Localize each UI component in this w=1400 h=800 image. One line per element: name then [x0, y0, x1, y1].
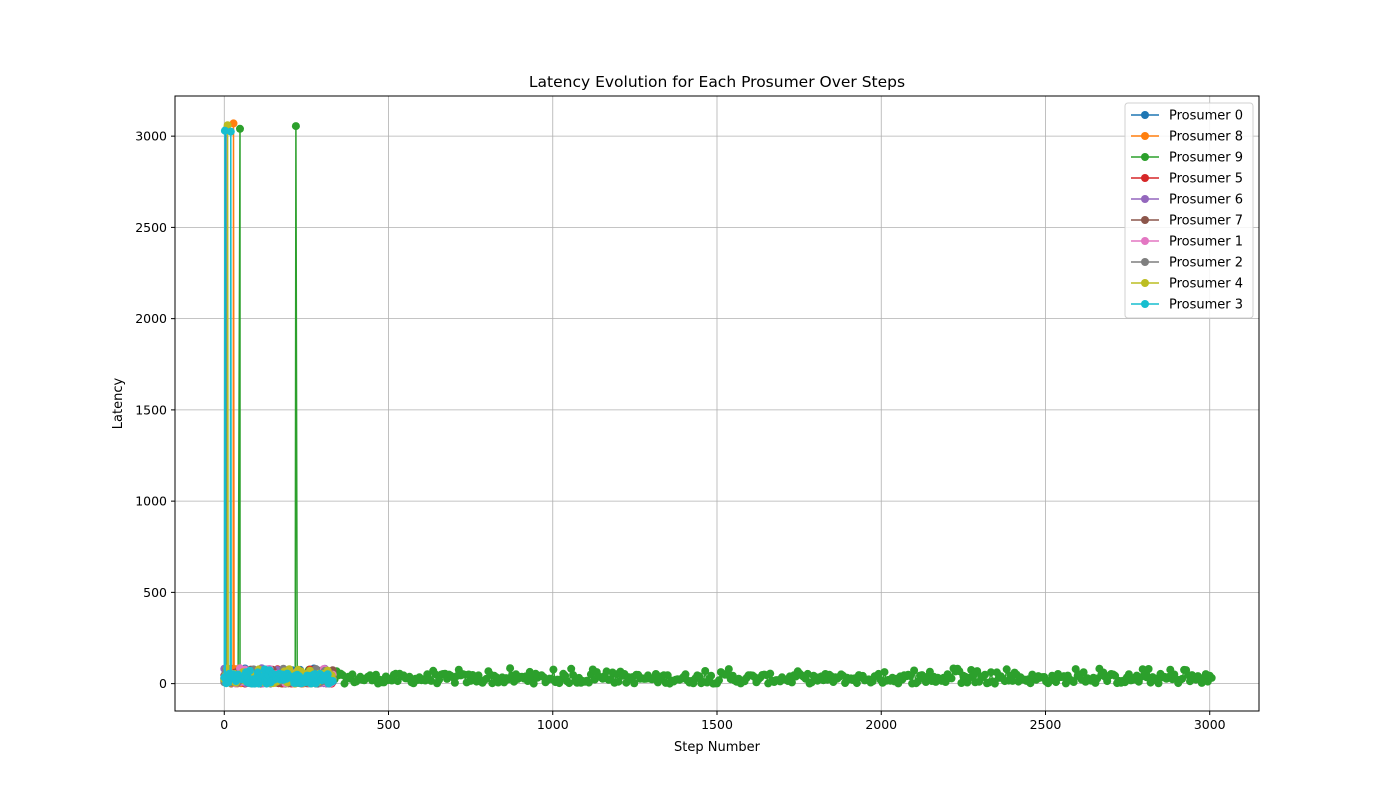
data-point [488, 679, 497, 688]
legend-marker [1141, 300, 1149, 308]
data-point [1178, 674, 1187, 683]
x-tick-label: 2500 [1030, 717, 1062, 732]
legend-item: Prosumer 0 [1131, 109, 1243, 124]
y-tick-label: 1500 [135, 402, 167, 417]
x-axis-label: Step Number [674, 740, 761, 755]
y-tick-label: 2500 [135, 220, 167, 235]
legend-label: Prosumer 2 [1169, 256, 1243, 271]
y-axis: 0 500 1000 1500 2000 2500 3000 [135, 129, 175, 691]
data-point [787, 678, 796, 687]
y-tick-label: 500 [143, 585, 167, 600]
legend-item: Prosumer 4 [1131, 277, 1243, 292]
data-point [529, 679, 538, 688]
data-point [506, 664, 515, 673]
x-axis: 0 500 1000 1500 2000 2500 3000 [220, 711, 1226, 732]
data-point [220, 126, 229, 135]
y-axis-label: Latency [111, 378, 126, 430]
legend-marker [1141, 237, 1149, 245]
legend-label: Prosumer 8 [1169, 130, 1243, 145]
data-point [431, 670, 440, 679]
legend-item: Prosumer 1 [1131, 235, 1243, 250]
data-point [701, 667, 710, 675]
x-tick-label: 2000 [865, 717, 897, 732]
data-point [1207, 673, 1216, 682]
legend-marker [1141, 258, 1149, 266]
y-tick-label: 2000 [135, 311, 167, 326]
legend-label: Prosumer 3 [1169, 298, 1243, 313]
data-point [715, 676, 723, 685]
legend-marker [1141, 279, 1149, 287]
x-tick-label: 0 [220, 717, 228, 732]
data-point [348, 670, 357, 679]
legend-marker [1141, 153, 1149, 161]
legend-label: Prosumer 1 [1169, 235, 1243, 250]
data-point [1079, 668, 1088, 677]
legend-label: Prosumer 5 [1169, 172, 1243, 187]
data-point [567, 664, 576, 673]
legend-marker [1141, 174, 1149, 182]
y-tick-label: 1000 [135, 494, 167, 509]
legend-label: Prosumer 6 [1169, 193, 1243, 208]
y-tick-label: 3000 [135, 129, 167, 144]
data-point [291, 122, 300, 131]
data-point [226, 127, 235, 136]
data-point [630, 679, 639, 688]
data-point [707, 671, 716, 680]
data-point [681, 670, 690, 679]
legend-item: Prosumer 3 [1131, 298, 1243, 313]
data-point [236, 124, 244, 133]
x-tick-label: 3000 [1194, 717, 1226, 732]
legend-label: Prosumer 7 [1169, 214, 1243, 229]
data-point [957, 679, 966, 687]
legend-marker [1141, 111, 1149, 119]
data-point [1144, 665, 1153, 673]
data-point [695, 672, 704, 681]
x-tick-label: 1500 [701, 717, 733, 732]
data-point [910, 666, 919, 675]
legend-item: Prosumer 7 [1131, 214, 1243, 229]
data-point [1124, 670, 1133, 679]
data-point [245, 666, 254, 675]
data-point [852, 679, 861, 688]
legend-marker [1141, 216, 1149, 224]
data-point [1002, 665, 1011, 674]
legend-label: Prosumer 0 [1169, 109, 1243, 124]
data-point [987, 668, 995, 677]
legend: Prosumer 0 Prosumer 8 Prosumer 9 Prosumer 5… [1124, 102, 1254, 319]
data-point [1069, 678, 1078, 686]
legend-item: Prosumer 2 [1131, 256, 1243, 271]
data-point [947, 674, 956, 683]
data-point [584, 678, 593, 687]
data-point [450, 678, 459, 687]
legend-item: Prosumer 5 [1131, 172, 1243, 187]
x-tick-label: 1000 [537, 717, 569, 732]
y-tick-label: 0 [159, 676, 167, 691]
data-point [328, 677, 337, 685]
data-point [724, 665, 733, 674]
legend-label: Prosumer 4 [1169, 277, 1243, 292]
legend-marker [1141, 195, 1149, 203]
legend-item: Prosumer 9 [1131, 151, 1243, 166]
data-point [880, 668, 889, 677]
data-point [549, 665, 558, 674]
data-point [1008, 676, 1017, 685]
legend-item: Prosumer 6 [1131, 193, 1243, 208]
data-point [906, 672, 915, 680]
legend-item: Prosumer 8 [1131, 130, 1243, 145]
data-point [323, 670, 332, 679]
data-point [981, 670, 989, 679]
x-tick-label: 500 [377, 717, 401, 732]
series-prosumer-3 [220, 126, 337, 688]
plot-area [220, 119, 1216, 688]
legend-marker [1141, 132, 1149, 140]
data-point [1154, 679, 1163, 688]
data-point [766, 669, 775, 678]
chart-title: Latency Evolution for Each Prosumer Over… [529, 73, 905, 91]
data-point [614, 677, 623, 686]
legend-label: Prosumer 9 [1169, 151, 1243, 166]
data-point [602, 667, 611, 676]
data-point [990, 679, 999, 688]
